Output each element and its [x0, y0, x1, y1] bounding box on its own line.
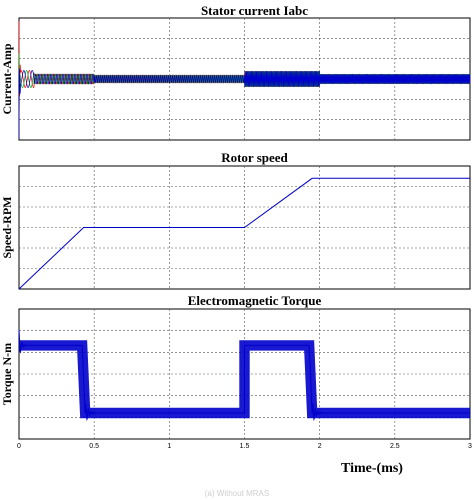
x-tick-label: 1.5	[240, 443, 250, 450]
figure-caption: (a) Without MRAS	[205, 489, 269, 498]
chart-title: Electromagnetic Torque	[188, 293, 322, 308]
x-tick-label: 1	[167, 443, 171, 450]
chart-title: Rotor speed	[221, 150, 288, 165]
x-tick-label: 2.5	[390, 443, 400, 450]
torque-transient	[84, 403, 97, 422]
chart-panel-2: Rotor speed Speed-RPM	[0, 150, 471, 290]
chart-panel-1: Stator current Iabc Current-Amp	[0, 3, 471, 141]
rotor-speed-line	[18, 177, 470, 290]
chart-title: Stator current Iabc	[201, 3, 308, 18]
torque-startup-transient	[18, 329, 26, 354]
torque-line	[19, 344, 470, 414]
y-axis-label: Current-Amp	[0, 43, 14, 114]
x-tick-label: 0	[17, 443, 21, 450]
x-tick-label: 0.5	[89, 443, 99, 450]
y-axis-label: Torque N-m	[0, 343, 14, 405]
current-phase-line-3	[18, 68, 471, 139]
y-axis-label: Speed-RPM	[0, 197, 14, 259]
x-axis-label: Time-(ms)	[341, 461, 403, 476]
x-tick-label: 3	[468, 443, 472, 450]
chart-panel-3: Electromagnetic Torque Torque N-m 0 0.5 1 1.5…	[0, 293, 472, 450]
x-tick-label: 2	[318, 443, 322, 450]
torque-transient	[311, 403, 324, 422]
panels: Stator current Iabc Current-Amp Rotor spee…	[0, 3, 472, 450]
